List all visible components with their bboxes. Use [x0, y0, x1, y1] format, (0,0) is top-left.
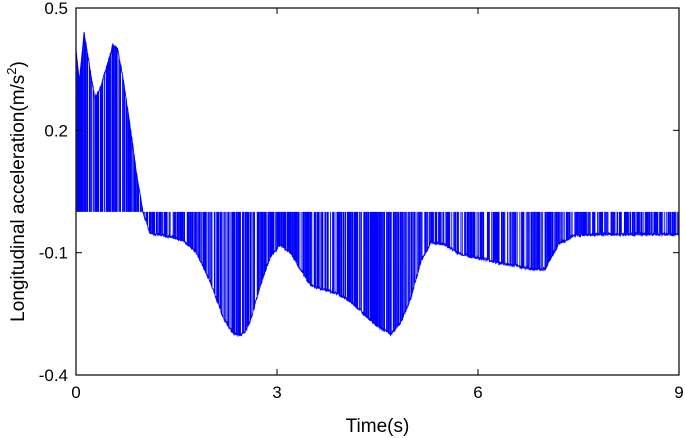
x-tick-label: 0 [71, 383, 80, 402]
plot-area [75, 32, 680, 338]
y-tick-label: 0.5 [44, 0, 68, 18]
axis-ticks [75, 7, 680, 376]
x-tick-label: 9 [674, 383, 683, 402]
x-tick-label: 6 [473, 383, 482, 402]
y-axis-title-superscript: 2 [4, 67, 19, 74]
y-tick-label: -0.4 [39, 366, 68, 385]
y-axis-title-close: ) [8, 61, 29, 67]
y-tick-label: -0.1 [39, 244, 68, 263]
y-axis-title: Longitudinal acceleration(m/s2) [4, 61, 29, 322]
tick-labels: 0 3 6 9 -0.4 -0.1 0.2 0.5 [39, 0, 684, 402]
axes-frame [75, 7, 680, 376]
y-tick-label: 0.2 [44, 121, 68, 140]
y-axis-title-main: Longitudinal acceleration(m/s [8, 75, 29, 322]
x-axis-title: Time(s) [346, 416, 410, 437]
x-tick-label: 3 [272, 383, 281, 402]
acceleration-series-line [75, 32, 680, 338]
